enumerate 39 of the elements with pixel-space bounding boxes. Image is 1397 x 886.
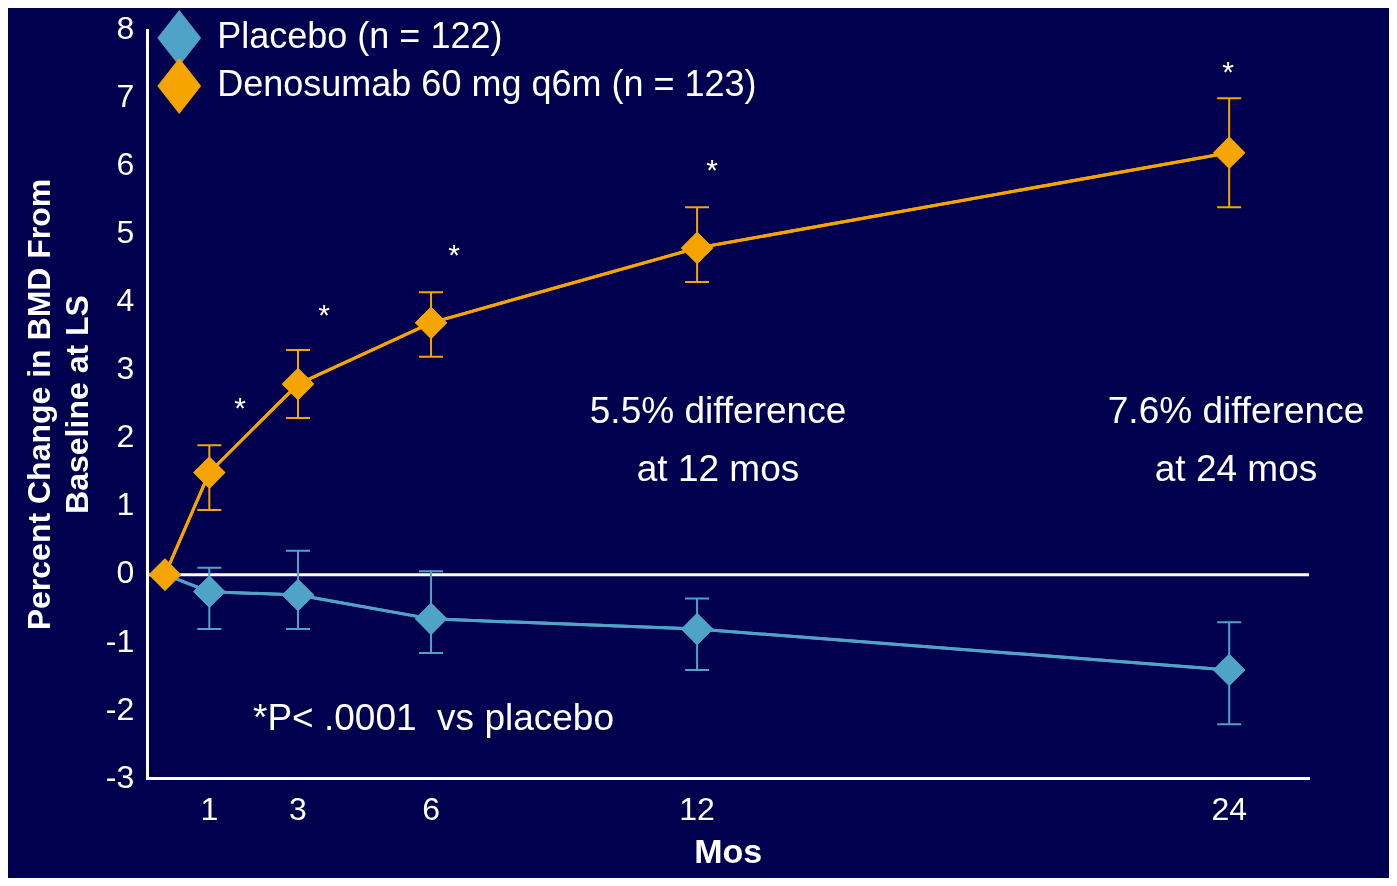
y-tick-label: 0 <box>116 554 135 591</box>
point <box>282 368 314 400</box>
annotation: 5.5% difference at 12 mos <box>589 390 847 490</box>
y-tick-label: 2 <box>116 418 135 455</box>
legend-label: Placebo (n = 122) <box>217 14 503 56</box>
annotation: * <box>448 238 461 272</box>
annotation: * <box>706 153 719 187</box>
x-tick-label: 3 <box>289 790 307 827</box>
y-tick-label: 6 <box>116 146 135 183</box>
annotation: * <box>1222 55 1235 89</box>
annotation: * <box>318 298 331 332</box>
x-tick-label: 12 <box>679 790 715 827</box>
y-tick-label: -2 <box>105 690 135 727</box>
y-tick-label: 4 <box>116 282 135 319</box>
y-tick-label: -3 <box>105 758 135 795</box>
x-tick-label: 24 <box>1211 790 1247 827</box>
annotation: *P< .0001 vs placebo <box>253 697 615 739</box>
y-tick-label: -1 <box>105 622 135 659</box>
point <box>193 457 225 489</box>
annotation: * <box>234 391 247 425</box>
x-tick-label: 1 <box>200 790 219 827</box>
point <box>193 576 225 608</box>
y-tick-label: 5 <box>116 214 135 251</box>
point <box>415 307 447 339</box>
point <box>681 613 713 645</box>
y-tick-label: 7 <box>116 78 135 115</box>
y-tick-label: 3 <box>116 350 135 387</box>
x-axis-title: Mos <box>694 831 763 870</box>
point <box>282 579 314 611</box>
point <box>415 603 447 635</box>
legend-label: Denosumab 60 mg q6m (n = 123) <box>217 62 757 104</box>
point <box>1213 654 1245 686</box>
point <box>681 232 713 264</box>
point <box>1213 137 1245 169</box>
y-tick-label: 8 <box>116 10 135 47</box>
annotation: 7.6% difference at 24 mos <box>1107 390 1365 490</box>
y-tick-label: 1 <box>116 486 135 523</box>
x-tick-label: 6 <box>422 790 440 827</box>
y-axis-title: Percent Change in BMD From Baseline at LS <box>21 178 96 631</box>
